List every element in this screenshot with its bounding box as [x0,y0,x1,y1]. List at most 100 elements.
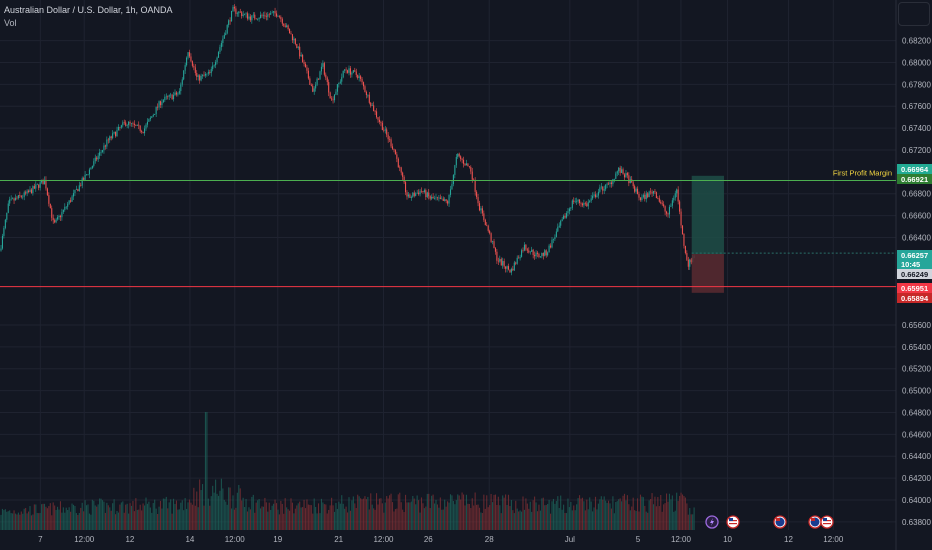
x-tick-label: Jul [565,535,575,544]
volume-bar [377,504,379,530]
volume-bar [406,502,408,530]
x-tick-label: 12 [125,535,134,544]
candle-body [33,186,35,189]
volume-bar [23,508,25,530]
candle-body [197,75,199,77]
volume-bar [494,494,496,530]
candle-body [30,189,32,194]
candle-body [555,231,557,238]
candle-body [470,166,472,172]
volume-bar [174,503,176,530]
volume-bar [455,500,457,530]
candle-body [400,167,402,173]
volume-bar [9,510,11,530]
candle-body [645,193,647,200]
volume-bar [547,503,549,530]
candle-body [344,69,346,71]
volume-bar [509,506,511,530]
candle-body [568,208,570,212]
candle-body [120,125,122,128]
candle-body [554,237,556,240]
candle-body [123,122,125,123]
candle-body [639,197,641,201]
annotation-label[interactable]: First Profit Margin [833,168,892,177]
volume-bar [376,493,378,530]
volume-bar [345,506,347,530]
candle-body [119,126,121,128]
candle-body [306,67,308,71]
candle-body [329,92,331,99]
candle-body [374,111,376,112]
au-flag-icon[interactable] [808,515,822,529]
volume-bar [387,498,389,530]
candle-body [248,16,250,19]
volume-bar [36,512,38,530]
volume-bar [91,499,93,530]
y-tick-label: 0.63800 [902,518,931,527]
candle-body [683,234,685,246]
volume-bar [46,508,48,530]
candle-body [420,190,423,192]
candle-body [122,122,124,126]
candle-body [322,63,324,67]
lightning-icon[interactable] [705,515,719,529]
candle-body [603,189,605,191]
chart-settings-button[interactable] [898,2,930,26]
x-tick-label: 12:00 [823,535,844,544]
candle-body [194,67,196,73]
volume-bar [206,412,208,530]
candle-body [332,99,334,101]
au-flag-icon[interactable] [773,515,787,529]
us-flag-icon[interactable] [820,515,834,529]
candle-body [219,47,221,53]
candle-body [88,169,90,175]
volume-bar [435,499,437,530]
volume-bar [136,509,138,530]
candle-body [670,205,672,207]
candle-body [354,70,356,72]
volume-bar [667,501,669,530]
candle-body [600,186,602,188]
us-flag-icon[interactable] [726,515,740,529]
candle-body [100,151,102,153]
x-tick-label: 12:00 [225,535,246,544]
candle-body [165,96,167,98]
candle-body [67,203,69,207]
candle-body [580,203,582,204]
candle-body [347,70,349,73]
volume-bar [322,502,324,530]
candle-body [507,266,510,270]
candle-body [325,74,327,78]
candle-body [606,183,608,185]
profit-zone[interactable] [691,175,724,254]
candle-body [281,19,283,24]
x-tick-label: 12:00 [74,535,95,544]
volume-bar [225,501,227,530]
volume-bar [639,494,641,530]
volume-bar [151,512,153,530]
candle-body [239,11,241,13]
volume-bar [130,505,133,530]
volume-bar [365,499,367,530]
volume-bar [19,514,21,530]
candle-body [304,63,307,68]
candle-body [1,235,3,249]
candle-body [490,233,492,242]
volume-bar [162,498,164,530]
candle-body [286,25,288,28]
volume-bar [635,511,637,530]
candle-body [674,193,676,198]
volume-bar [505,494,507,530]
volume-bar [81,502,83,530]
x-tick-label: 21 [334,535,343,544]
candle-body [599,187,601,192]
candle-body [505,266,507,269]
volume-bar [281,503,283,530]
volume-bar [663,504,665,530]
candle-body [489,230,491,234]
candle-body [213,65,215,66]
volume-bar [436,504,438,530]
candle-body [621,169,623,173]
candle-body [19,195,21,197]
